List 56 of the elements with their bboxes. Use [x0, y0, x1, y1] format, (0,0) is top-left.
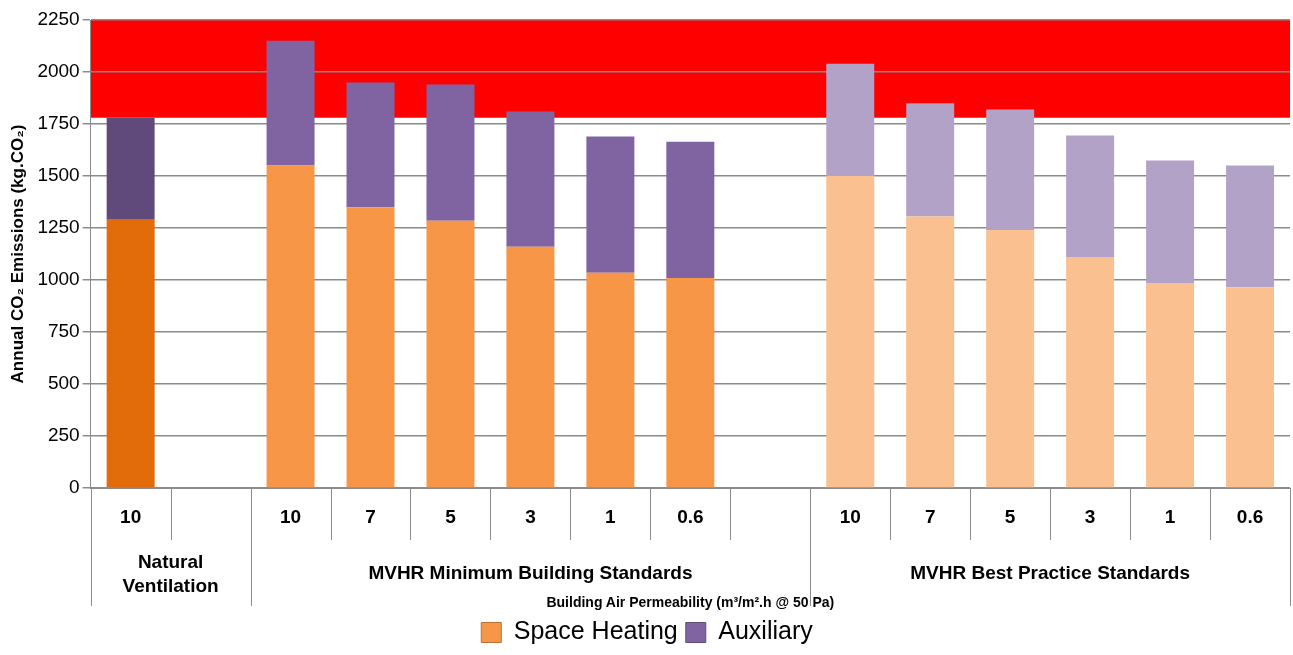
- y-tick-label: 250: [47, 424, 80, 446]
- x-tick-label: 3: [1084, 505, 1096, 527]
- x-tick-label: 7: [365, 505, 376, 527]
- bar: [826, 176, 875, 488]
- x-tick-label: 7: [924, 505, 936, 527]
- bar: [106, 117, 155, 220]
- y-tick-label: 500: [47, 372, 80, 394]
- bar: [1146, 160, 1195, 284]
- bar: [826, 63, 875, 176]
- bar: [346, 207, 395, 488]
- bar: [106, 219, 155, 488]
- text: MVHR Best Practice Standards: [910, 562, 1191, 584]
- bar: [426, 220, 475, 488]
- y-tick-label: 750: [47, 320, 80, 342]
- bar: [1226, 287, 1275, 488]
- x-tick-label: 0.6: [677, 505, 704, 527]
- x-tick-label: 10: [120, 505, 142, 527]
- y-tick-label: 1500: [37, 164, 80, 186]
- y-tick-label: 2250: [37, 8, 80, 30]
- text: Natural Ventilation: [122, 551, 219, 597]
- x-tick-label: 5: [1004, 505, 1016, 527]
- bar: [1146, 283, 1195, 488]
- x-tick-label: 1: [1164, 505, 1176, 527]
- x-tick-label: 0.6: [1236, 505, 1264, 527]
- legend-label: Auxiliary: [718, 616, 814, 645]
- x-tick-label: 10: [279, 505, 302, 527]
- bar: [986, 230, 1035, 488]
- x-axis-title: Building Air Permeability (m³/m².h @ 50 Pa): [546, 594, 835, 611]
- bar: [346, 82, 395, 208]
- y-tick-label: 1000: [37, 268, 80, 290]
- bar: [906, 103, 955, 217]
- bar: [506, 246, 555, 488]
- bar: [1226, 165, 1275, 288]
- bar: [586, 136, 635, 273]
- bar: [1066, 135, 1115, 258]
- y-axis-title: Annual CO₂ Emissions (kg.CO₂): [7, 124, 27, 384]
- bar: [986, 109, 1035, 231]
- bar: [906, 216, 955, 488]
- x-tick-label: 5: [445, 505, 457, 527]
- bar: [426, 84, 475, 221]
- y-tick-label: 1750: [37, 112, 80, 134]
- text: MVHR Minimum Building Standards: [368, 562, 693, 584]
- bar: [266, 40, 315, 166]
- bar: [666, 277, 715, 488]
- bar: [1066, 257, 1115, 488]
- x-tick-label: 1: [605, 505, 617, 527]
- y-tick-label: 0: [69, 476, 80, 498]
- bar: [666, 141, 715, 278]
- bar: [266, 165, 315, 488]
- y-tick-label: 2000: [37, 60, 80, 82]
- y-tick-label: 1250: [37, 216, 80, 238]
- bar: [506, 111, 555, 247]
- x-tick-label: 10: [839, 505, 861, 527]
- x-tick-label: 3: [525, 505, 536, 527]
- bar: [586, 272, 635, 488]
- legend-label: Space Heating: [513, 616, 678, 645]
